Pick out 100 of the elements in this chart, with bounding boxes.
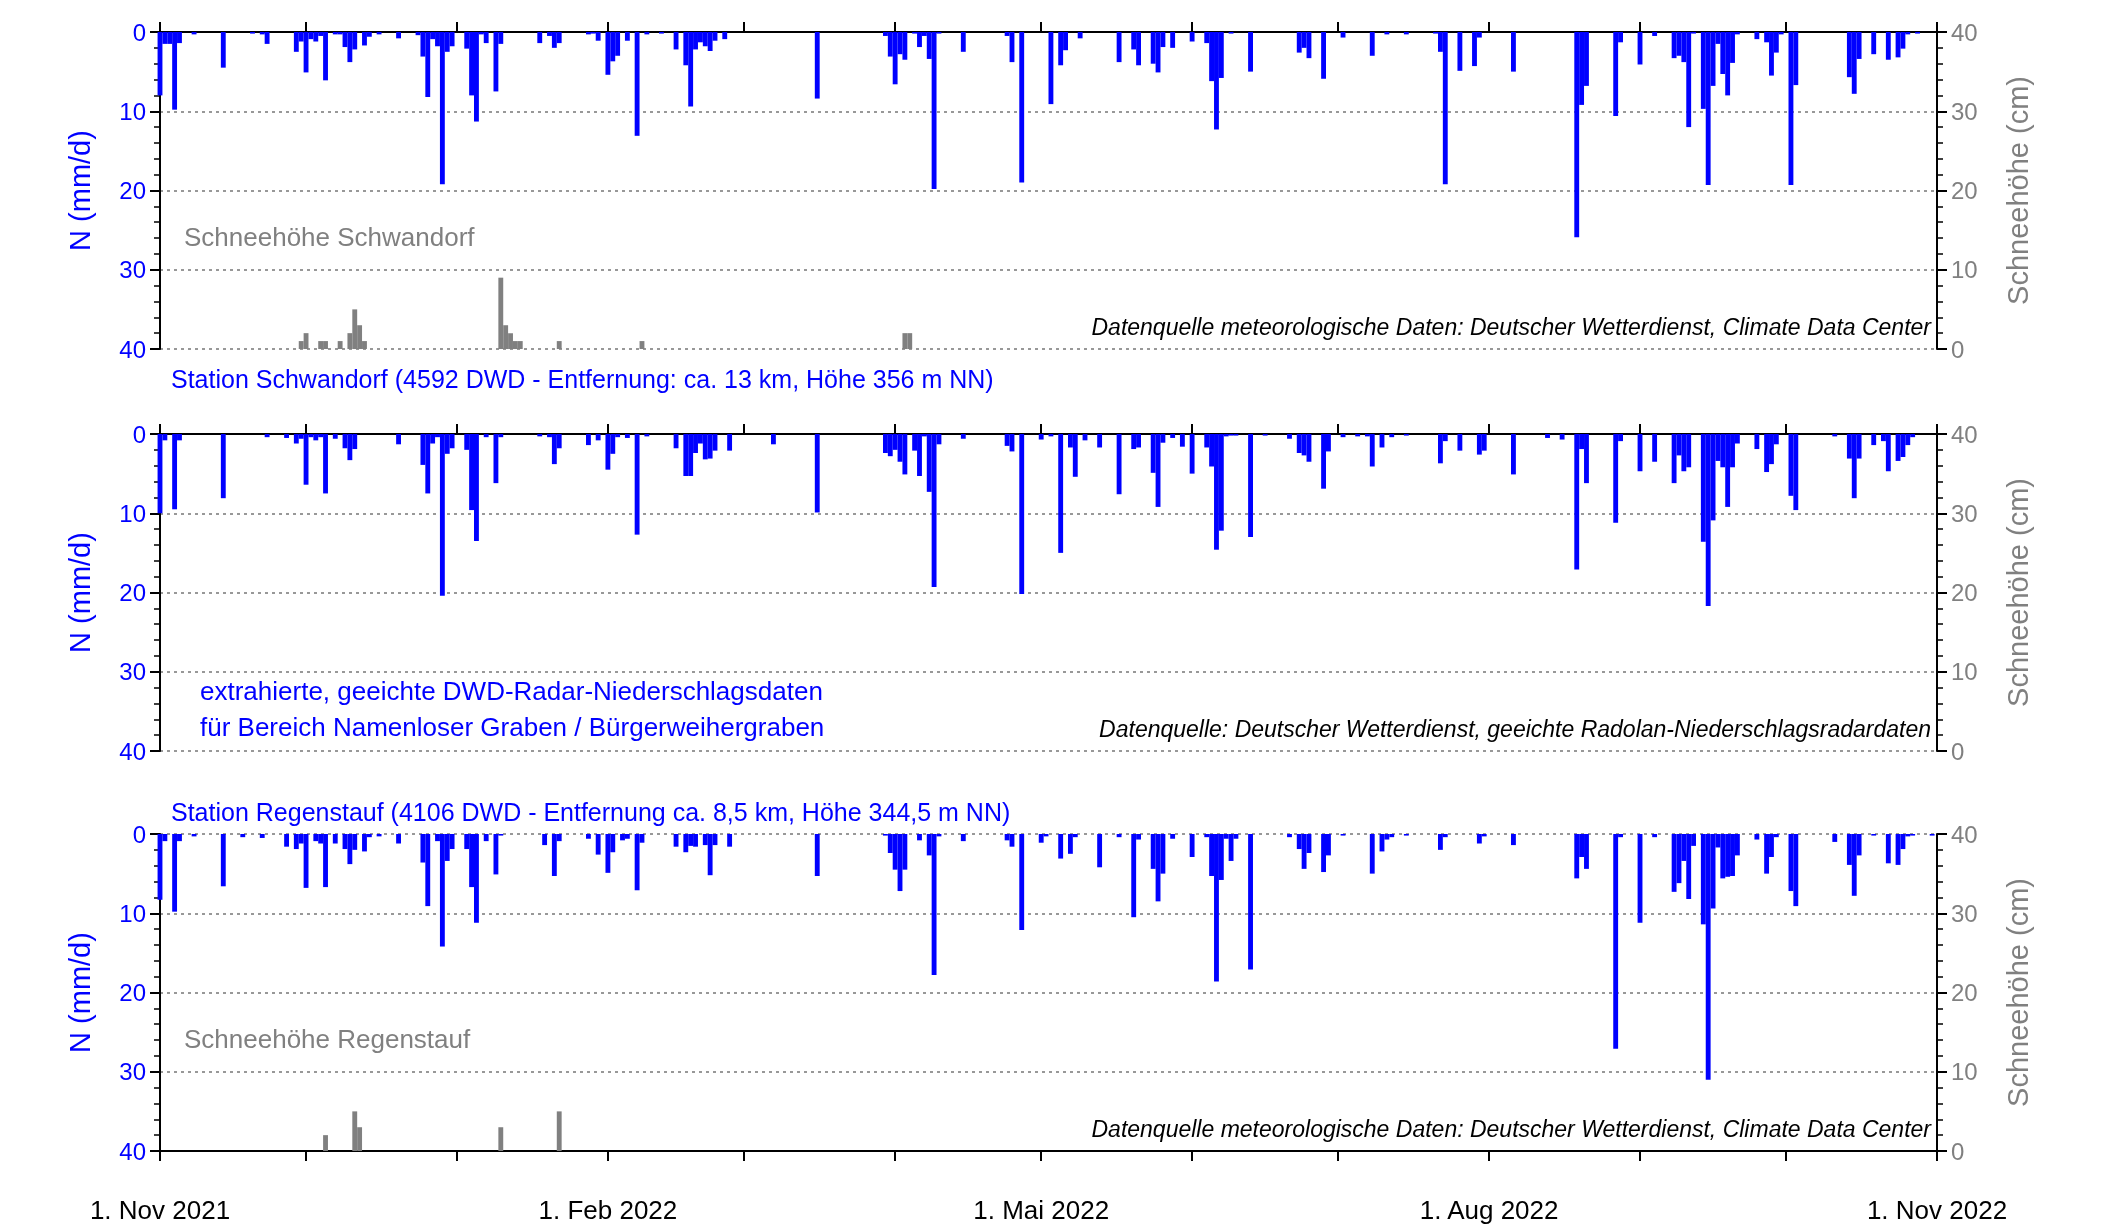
text: Station Schwandorf (4592 DWD - Entfernung: ca. 13 km, Höhe 356 m NN) [171, 364, 994, 393]
y-tick-label: 10 [119, 97, 146, 125]
bar [1559, 434, 1565, 440]
bar [1287, 834, 1292, 838]
y2-tick-label: 20 [1951, 177, 1978, 204]
bar [634, 434, 640, 535]
bar [172, 834, 178, 912]
annotation: Datenquelle meteorologische Daten: Deutscher Wetterdienst, Climate Data Center [1091, 313, 1933, 340]
bar [1574, 32, 1580, 238]
bar [483, 434, 489, 438]
bar [396, 434, 401, 445]
y-axis-title: N (mm/d) [63, 130, 96, 251]
y-axis-title: N (mm/d) [63, 932, 96, 1053]
bar [1764, 434, 1770, 473]
bar [1287, 434, 1292, 439]
bar [1511, 834, 1516, 846]
bar [483, 834, 489, 842]
y2-tick-label: 40 [1951, 420, 1978, 448]
y-axis-title: N (mm/d) [63, 532, 96, 653]
y-tick-label: 0 [132, 18, 146, 46]
y2-axis-title: Schneehöhe (cm) [2001, 76, 2034, 305]
x-tick-label: 1. Nov 2021 [89, 1195, 231, 1225]
y2-axis-title: Schneehöhe (cm) [2001, 478, 2034, 707]
bar [396, 32, 401, 39]
bar [1058, 834, 1064, 859]
bar [707, 32, 713, 52]
bar [347, 434, 353, 461]
bar [284, 434, 290, 438]
x-tick-label: 1. Aug 2022 [1419, 1195, 1559, 1225]
bar [493, 834, 499, 875]
bar [1671, 434, 1677, 484]
bar [556, 1111, 562, 1151]
bar [1321, 32, 1326, 79]
bar [1754, 434, 1760, 450]
bar [220, 434, 226, 499]
y2-tick-label: 40 [1951, 18, 1978, 46]
bar [585, 834, 591, 839]
bar [1116, 32, 1122, 63]
bar [931, 834, 937, 976]
y2-tick-label: 20 [1951, 579, 1978, 606]
bar [727, 834, 733, 847]
bar [172, 434, 178, 510]
chart-title: Station Regenstauf (4106 DWD - Entfernung ca. 8,5 km, Höhe 344,5 m NN) [171, 797, 1011, 826]
bar [264, 32, 270, 44]
bar [1764, 834, 1770, 874]
bar [556, 32, 562, 44]
bar [1652, 434, 1658, 462]
bar [1389, 434, 1395, 438]
bar [1481, 434, 1487, 451]
bar [1019, 32, 1025, 183]
bar [1116, 434, 1122, 495]
bar [1442, 32, 1448, 185]
bar [1900, 434, 1906, 457]
bar [1248, 434, 1253, 538]
y-tick-label: 40 [119, 737, 146, 765]
x-tick-label: 1. Nov 2022 [1866, 1195, 2008, 1225]
y-tick-label: 40 [119, 335, 146, 363]
bar [1131, 834, 1137, 918]
annotation: Datenquelle: Deutscher Wetterdienst, geeichte Radolan-Niederschlagsradardaten [1099, 715, 1932, 742]
y2-tick-label: 10 [1951, 658, 1978, 686]
y-tick-label: 30 [119, 256, 146, 284]
bar [1228, 834, 1234, 861]
bar [624, 834, 630, 839]
y2-tick-label: 10 [1951, 1058, 1978, 1086]
bar [1058, 32, 1064, 66]
bar [220, 834, 226, 887]
bar [1019, 434, 1025, 595]
annotation: für Bereich Namenloser Graben / Bürgerweihergraben [200, 712, 825, 743]
y2-axis-title: Schneehöhe (cm) [2001, 878, 2034, 1107]
bar [960, 32, 966, 52]
y-tick-label: 40 [119, 1137, 146, 1165]
bar [1754, 834, 1760, 840]
bar [1248, 834, 1253, 970]
bar [707, 834, 713, 876]
bar [1871, 32, 1877, 55]
bar [605, 834, 611, 873]
bar [1652, 32, 1658, 36]
bar [1613, 32, 1619, 117]
bar [1248, 32, 1253, 72]
bar [542, 834, 548, 846]
bar [931, 32, 937, 189]
annotation: extrahierte, geeichte DWD-Radar-Niederschlagsdaten [200, 675, 823, 706]
bar [634, 32, 640, 136]
y-tick-label: 10 [119, 899, 146, 927]
bar [1511, 32, 1516, 72]
bar [1189, 434, 1195, 474]
y-tick-label: 20 [119, 579, 146, 606]
bar [771, 434, 776, 445]
bar [1652, 834, 1658, 838]
bar [1793, 434, 1799, 511]
bar [1189, 834, 1195, 857]
bar [1832, 834, 1838, 842]
bar [683, 834, 689, 853]
bar [1574, 434, 1580, 570]
y2-tick-label: 30 [1951, 499, 1978, 527]
bar [284, 834, 290, 847]
bar [1369, 32, 1375, 56]
bar [902, 32, 908, 60]
bar [1369, 434, 1375, 467]
bar [814, 834, 820, 876]
